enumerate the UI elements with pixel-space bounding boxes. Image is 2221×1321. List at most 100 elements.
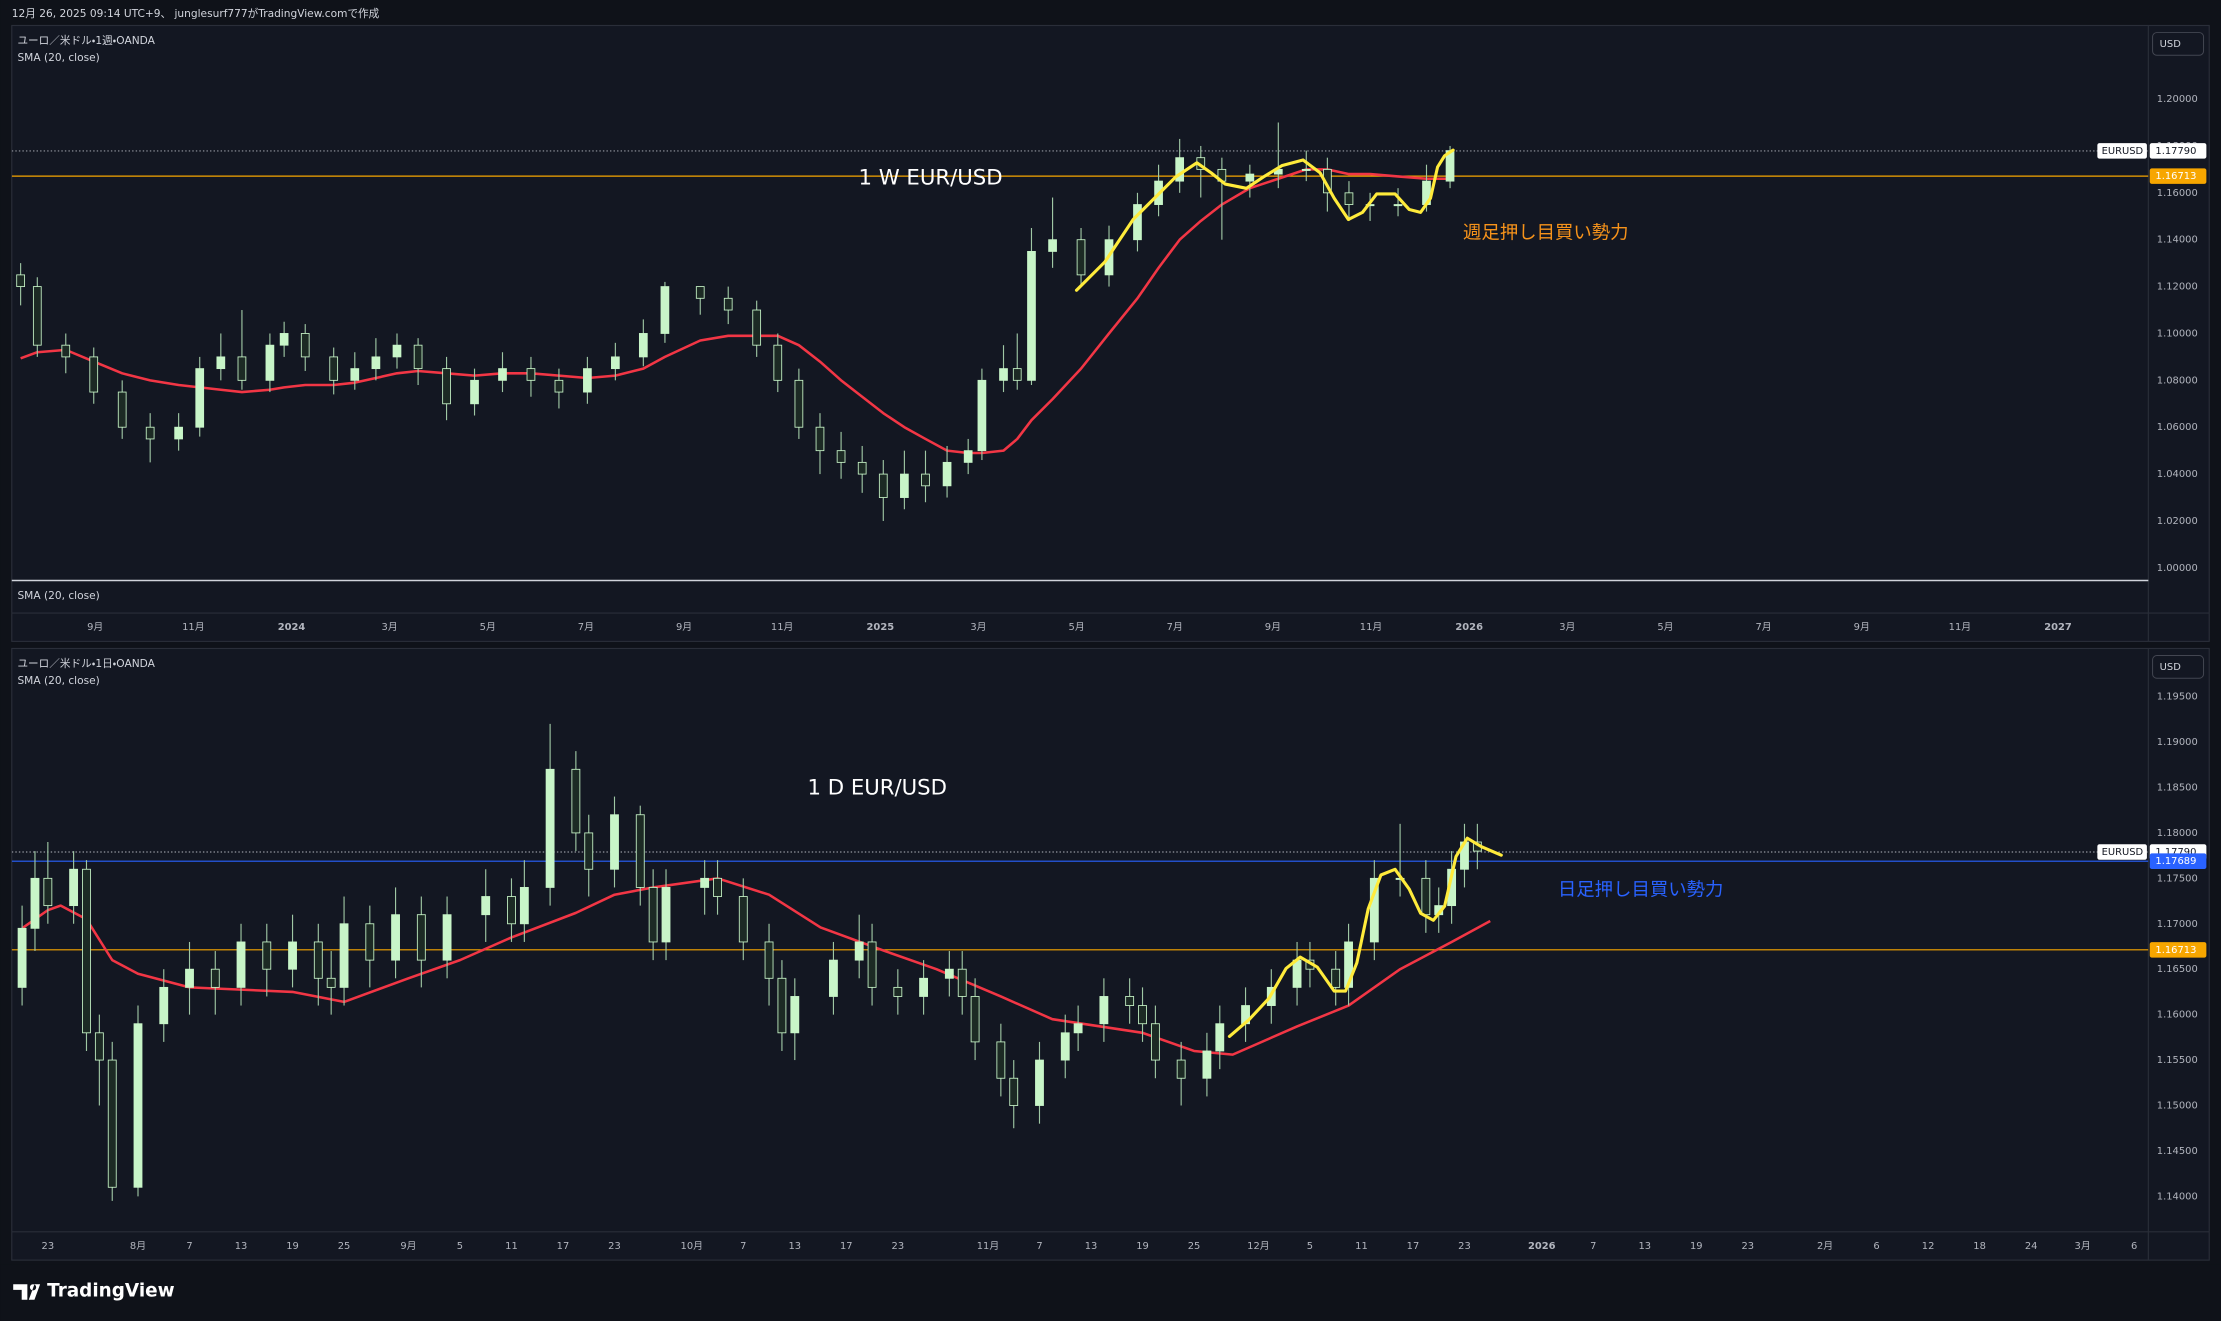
candle-body: [554, 379, 564, 393]
chart-pane: 1.00000 1.02000 1.04000 1.06000 1.08000 1.100…: [11, 24, 2210, 642]
candle-body: [1202, 1050, 1212, 1079]
candle-body: [777, 977, 787, 1034]
candle-body: [764, 941, 774, 979]
candle-body: [999, 368, 1008, 381]
price-label: 1.17790: [2155, 847, 2196, 858]
candle-body: [17, 927, 27, 988]
candle-body: [265, 344, 275, 381]
candle-body: [371, 356, 381, 370]
candle-body: [16, 274, 25, 288]
candle-body: [1138, 1005, 1147, 1025]
x-tick-label: 18: [1973, 1241, 1986, 1252]
y-tick-label: 1.19500: [2157, 692, 2198, 703]
candle-body: [107, 1059, 117, 1188]
y-tick-label: 1.14500: [2157, 1146, 2198, 1157]
x-tick-label: 11: [505, 1241, 518, 1252]
x-tick-label: 9月: [1265, 621, 1281, 633]
candle-body: [571, 768, 581, 834]
footer: [0, 1264, 2221, 1321]
x-tick-label: 23: [1742, 1241, 1755, 1252]
candle-body: [583, 368, 592, 393]
candle-body: [442, 368, 451, 405]
x-tick-label: 19: [286, 1241, 299, 1252]
candle-body: [660, 286, 670, 334]
y-tick-label: 1.16000: [2157, 188, 2198, 199]
x-tick-label: 9月: [1854, 621, 1870, 633]
x-tick-label: 2月: [1817, 1240, 1833, 1252]
x-tick-label: 12月: [1247, 1240, 1270, 1252]
indicator-label: SMA (20, close): [17, 674, 99, 687]
x-tick-label: 2025: [867, 622, 895, 633]
candle-body: [174, 426, 183, 440]
x-tick-label: 7: [1590, 1241, 1596, 1252]
candle-body: [1393, 204, 1403, 207]
x-tick-label: 17: [1407, 1241, 1420, 1252]
chart-note: 週足押し目買い勢力: [1463, 223, 1629, 244]
candle-body: [145, 426, 155, 440]
x-tick-label: 7: [1036, 1241, 1042, 1252]
candle-body: [1292, 959, 1302, 988]
candle-body: [794, 379, 804, 428]
x-tick-label: 11月: [977, 1240, 1000, 1252]
candle-body: [836, 450, 846, 463]
candle-body: [185, 968, 194, 988]
x-tick-label: 9月: [87, 621, 103, 633]
candle-body: [648, 887, 658, 943]
y-tick-label: 1.06000: [2157, 422, 2198, 433]
symbol-tag-box: [2097, 844, 2147, 860]
candle-body: [584, 832, 594, 870]
candle-body: [921, 473, 930, 487]
candle-body: [638, 333, 648, 358]
candle-body: [1099, 996, 1109, 1025]
candle-body: [236, 941, 246, 988]
x-tick-label: 24: [2025, 1241, 2038, 1252]
x-tick-label: 5: [1307, 1241, 1313, 1252]
price-label: 1.16713: [2155, 171, 2196, 182]
x-tick-label: 11月: [771, 621, 794, 633]
candle-body: [82, 868, 91, 1034]
x-tick-label: 19: [1690, 1241, 1703, 1252]
currency-label: USD: [2160, 662, 2182, 673]
candle-body: [829, 959, 838, 997]
y-tick-label: 1.10000: [2157, 328, 2198, 339]
currency-label: USD: [2160, 39, 2182, 50]
candle-body: [1035, 1059, 1044, 1106]
x-tick-label: 3月: [1559, 621, 1575, 633]
candle-body: [288, 941, 297, 970]
symbol-tag: EURUSD: [2102, 847, 2144, 858]
y-tick-label: 1.18000: [2157, 828, 2198, 839]
x-tick-label: 11月: [182, 621, 205, 633]
y-tick-label: 1.17000: [2157, 919, 2198, 930]
x-tick-label: 2024: [278, 622, 306, 633]
candle-body: [545, 768, 555, 888]
candle-body: [752, 309, 762, 346]
x-tick-label: 2027: [2044, 622, 2072, 633]
y-tick-label: 1.14000: [2157, 1191, 2198, 1202]
chart-annotation: 1 D EUR/USD: [808, 776, 948, 801]
candle-body: [326, 977, 336, 988]
x-tick-label: 5月: [480, 621, 496, 633]
candle-body: [900, 473, 909, 498]
candle-body: [391, 914, 400, 961]
candle-body: [635, 814, 645, 888]
y-tick-label: 1.18500: [2157, 782, 2198, 793]
candle-body: [413, 344, 423, 370]
x-tick-label: 6: [2131, 1241, 2137, 1252]
x-tick-label: 23: [1458, 1241, 1471, 1252]
x-tick-label: 2026: [1455, 622, 1483, 633]
candle-body: [1331, 968, 1341, 988]
candle-body: [498, 368, 507, 381]
candle-body: [1176, 1059, 1186, 1079]
sma-line: [21, 877, 1491, 1056]
candle-body: [30, 877, 40, 929]
currency-button: [2152, 655, 2205, 679]
candle-body: [210, 968, 220, 988]
candle-body: [695, 286, 705, 299]
x-tick-label: 13: [1085, 1241, 1098, 1252]
candle-body: [1344, 192, 1354, 205]
candle-body: [89, 356, 99, 393]
x-tick-label: 13: [1638, 1241, 1651, 1252]
candle-body: [442, 914, 452, 961]
candle-body: [526, 368, 536, 381]
